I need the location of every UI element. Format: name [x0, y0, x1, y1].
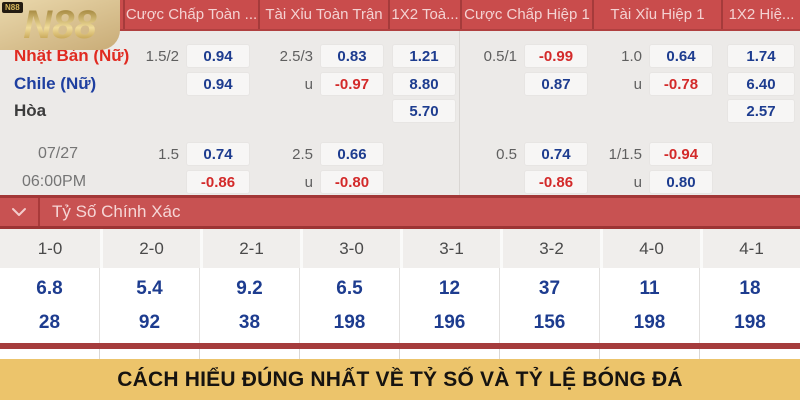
odds-button[interactable]: -0.97 [320, 72, 384, 96]
odds-button[interactable]: -0.86 [524, 170, 588, 194]
odds-header-row: Cược Chấp Toàn ... Tài Xỉu Toàn Trận 1X2… [0, 0, 800, 31]
header-handicap-fulltime: Cược Chấp Toàn ... [123, 0, 258, 29]
odds-button[interactable]: 2.57 [727, 99, 795, 123]
section-divider [459, 31, 460, 195]
header-1x2-fulltime: 1X2 Toà... [388, 0, 460, 29]
chevron-down-icon [12, 208, 26, 216]
correct-score-bar: Tỷ Số Chính Xác [0, 195, 800, 229]
cropped-row-strip [0, 349, 800, 359]
odds-button[interactable]: 1.74 [727, 44, 795, 68]
score-odds-cell[interactable]: 6.5 198 [300, 268, 400, 343]
under-label: u [304, 173, 313, 191]
handicap-line: 0.5/1 [483, 47, 517, 65]
score-odds-cell[interactable]: 37 156 [500, 268, 600, 343]
section-separator [0, 343, 800, 349]
header-overunder-half1: Tài Xỉu Hiệp 1 [592, 0, 721, 29]
match-time: 06:00PM [22, 173, 87, 190]
handicap-line: 1.5/2 [145, 47, 179, 65]
odds-button[interactable]: 0.83 [320, 44, 384, 68]
row-gap [0, 124, 800, 140]
score-col-header: 4-1 [700, 229, 800, 268]
odds-button[interactable]: -0.86 [186, 170, 250, 194]
under-label: u [304, 75, 313, 93]
header-1x2-half1: 1X2 Hiệ... [721, 0, 800, 29]
odds-row-home: Nhật Bản (Nữ) 1.5/2 0.94 2.5/3 0.83 1.21… [0, 42, 800, 70]
score-col-header: 3-2 [500, 229, 600, 268]
score-odds-cell[interactable]: 6.8 28 [0, 268, 100, 343]
score-odds-cell[interactable]: 9.2 38 [200, 268, 300, 343]
score-odds-cell[interactable]: 11 198 [600, 268, 700, 343]
article-title-banner: CÁCH HIỂU ĐÚNG NHẤT VỀ TỶ SỐ VÀ TỶ LỆ BÓ… [0, 359, 800, 400]
overunder-line: 1/1.5 [608, 145, 642, 163]
collapse-toggle[interactable] [0, 198, 40, 226]
odds-button[interactable]: 0.64 [649, 44, 713, 68]
odds-button[interactable]: -0.94 [649, 142, 713, 166]
handicap-line: 1.5 [158, 145, 179, 163]
odds-button[interactable]: 0.80 [649, 170, 713, 194]
correct-score-title: Tỷ Số Chính Xác [52, 202, 181, 221]
odds-row-draw: Hòa 5.70 2.57 [0, 98, 800, 124]
under-label: u [633, 173, 642, 191]
overunder-line: 2.5/3 [279, 47, 313, 65]
under-label: u [633, 75, 642, 93]
odds-button[interactable]: -0.78 [649, 72, 713, 96]
score-odds-cell[interactable]: 5.4 92 [100, 268, 200, 343]
score-col-header: 3-0 [300, 229, 400, 268]
overunder-line: 1.0 [621, 47, 642, 65]
odds-button[interactable]: 0.74 [186, 142, 250, 166]
odds-button[interactable]: -0.99 [524, 44, 588, 68]
odds-button[interactable]: -0.80 [320, 170, 384, 194]
odds-body: Nhật Bản (Nữ) 1.5/2 0.94 2.5/3 0.83 1.21… [0, 31, 800, 195]
score-col-header: 3-1 [400, 229, 500, 268]
n88-badge-icon: N88 [2, 2, 23, 13]
home-team-name: Nhật Bản (Nữ) [14, 46, 130, 65]
odds-button[interactable]: 6.40 [727, 72, 795, 96]
odds-button[interactable]: 5.70 [392, 99, 456, 123]
odds-row-next-a: 07/27 1.5 0.74 2.5 0.66 0.5 0.74 1/1.5 -… [0, 140, 800, 168]
match-date: 07/27 [38, 145, 79, 162]
header-handicap-half1: Cược Chấp Hiệp 1 [460, 0, 592, 29]
score-col-header: 2-1 [200, 229, 300, 268]
odds-button[interactable]: 0.66 [320, 142, 384, 166]
score-col-header: 4-0 [600, 229, 700, 268]
handicap-line: 0.5 [496, 145, 517, 163]
n88-logo[interactable]: N88 N88 [0, 0, 120, 50]
n88-logo-text: N88 [23, 2, 97, 47]
odds-row-next-b: 06:00PM -0.86 u -0.80 -0.86 u 0.80 [0, 168, 800, 196]
odds-button[interactable]: 8.80 [392, 72, 456, 96]
score-header-row: 1-0 2-0 2-1 3-0 3-1 3-2 4-0 4-1 [0, 229, 800, 268]
odds-button[interactable]: 0.87 [524, 72, 588, 96]
score-col-header: 1-0 [37, 238, 63, 258]
score-odds-cell[interactable]: 12 196 [400, 268, 500, 343]
banner-text: CÁCH HIỂU ĐÚNG NHẤT VỀ TỶ SỐ VÀ TỶ LỆ BÓ… [117, 367, 683, 391]
score-odds-cell[interactable]: 18 198 [734, 278, 766, 333]
odds-button[interactable]: 1.21 [392, 44, 456, 68]
score-values-row: 6.8 28 5.4 92 9.2 38 6.5 198 12 196 37 156 11 1… [0, 268, 800, 343]
odds-button[interactable]: 0.94 [186, 44, 250, 68]
overunder-line: 2.5 [292, 145, 313, 163]
away-team-name: Chile (Nữ) [14, 74, 97, 93]
header-overunder-fulltime: Tài Xỉu Toàn Trận [258, 0, 388, 29]
odds-button[interactable]: 0.94 [186, 72, 250, 96]
score-col-header: 2-0 [100, 229, 200, 268]
odds-row-away: Chile (Nữ) 0.94 u -0.97 8.80 0.87 u -0.7… [0, 70, 800, 98]
odds-button[interactable]: 0.74 [524, 142, 588, 166]
draw-label: Hòa [14, 101, 47, 120]
